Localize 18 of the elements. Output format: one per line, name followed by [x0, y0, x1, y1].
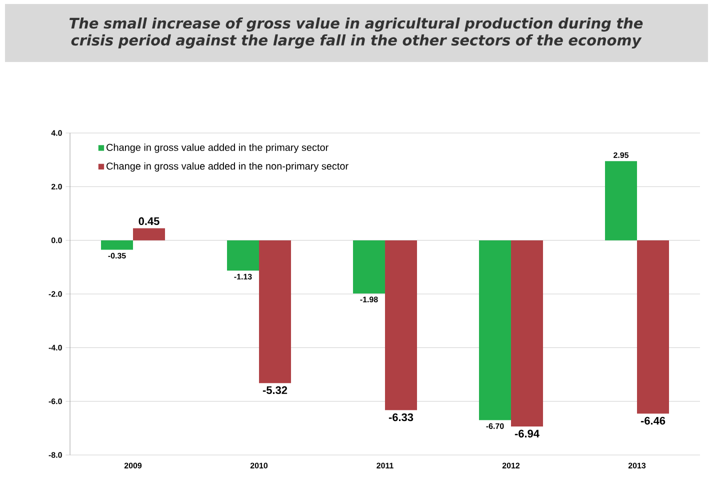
legend-label: Change in gross value added in the non-primary sector: [106, 162, 348, 172]
data-label: -5.32: [262, 386, 288, 394]
legend-label: Change in gross value added in the primary sector: [106, 144, 328, 153]
data-label: -6.33: [388, 413, 414, 422]
bar: [511, 240, 544, 427]
bar: [353, 240, 386, 294]
data-label: 0.45: [138, 217, 160, 226]
bar: [637, 240, 670, 414]
bar: [479, 240, 512, 420]
data-label: -6.94: [514, 430, 540, 438]
bar: [605, 161, 638, 240]
data-label: -6.46: [640, 416, 666, 425]
bar: [101, 240, 134, 250]
bar: [133, 228, 166, 240]
chart-title: The small increase of gross value in agricultural production during the crisis period against the large fall in the other sectors of the economy: [69, 17, 643, 49]
bar: [385, 240, 418, 410]
bar: [259, 240, 292, 384]
bar: [227, 240, 260, 271]
